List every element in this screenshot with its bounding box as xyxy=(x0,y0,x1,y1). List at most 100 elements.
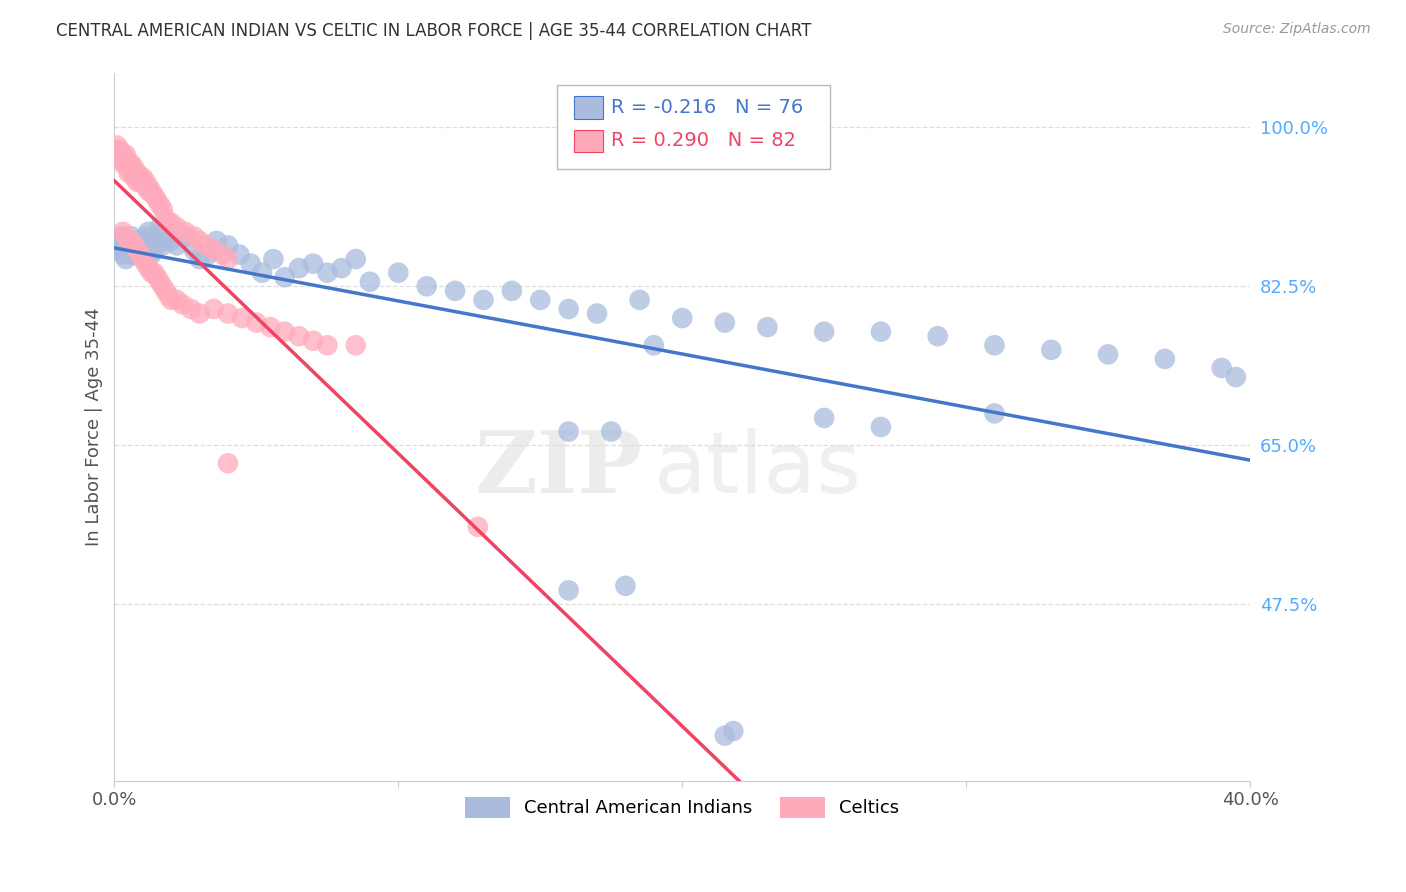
Celtics xyxy=(132,175,155,189)
Central American Indians xyxy=(983,406,1005,420)
Central American Indians xyxy=(444,284,467,298)
Central American Indians xyxy=(155,234,177,248)
Celtics xyxy=(117,234,139,248)
Central American Indians xyxy=(927,329,949,343)
Central American Indians xyxy=(124,238,146,252)
Central American Indians xyxy=(250,266,273,280)
Celtics xyxy=(166,293,188,307)
Celtics xyxy=(344,338,367,352)
Central American Indians xyxy=(120,234,142,248)
Central American Indians xyxy=(387,266,409,280)
Celtics xyxy=(111,147,134,161)
Celtics xyxy=(143,188,166,202)
Central American Indians xyxy=(983,338,1005,352)
Central American Indians xyxy=(183,243,205,257)
Celtics xyxy=(132,252,155,266)
Celtics xyxy=(141,184,163,198)
Celtics xyxy=(157,288,180,302)
Celtics xyxy=(174,225,197,239)
Central American Indians xyxy=(415,279,437,293)
Central American Indians xyxy=(166,238,188,252)
Celtics xyxy=(202,301,225,316)
Central American Indians xyxy=(117,247,139,261)
Central American Indians xyxy=(117,243,139,257)
Celtics xyxy=(127,170,149,185)
Celtics xyxy=(114,152,136,166)
Celtics xyxy=(194,238,217,252)
Celtics xyxy=(166,220,188,235)
Central American Indians xyxy=(1225,370,1247,384)
Central American Indians xyxy=(302,257,325,271)
Celtics xyxy=(180,301,202,316)
Central American Indians xyxy=(1153,351,1175,366)
Central American Indians xyxy=(274,270,297,285)
Celtics xyxy=(211,247,233,261)
Celtics xyxy=(117,166,139,180)
Celtics xyxy=(105,138,128,153)
Central American Indians xyxy=(127,243,149,257)
Celtics xyxy=(111,225,134,239)
Celtics xyxy=(152,202,174,216)
Central American Indians xyxy=(138,225,160,239)
Text: Source: ZipAtlas.com: Source: ZipAtlas.com xyxy=(1223,22,1371,37)
Celtics xyxy=(124,166,146,180)
Central American Indians xyxy=(813,325,835,339)
Central American Indians xyxy=(146,229,169,244)
Central American Indians xyxy=(756,320,779,334)
Legend: Central American Indians, Celtics: Central American Indians, Celtics xyxy=(458,789,907,825)
Text: R = 0.290   N = 82: R = 0.290 N = 82 xyxy=(610,131,796,151)
Celtics xyxy=(160,216,183,230)
Central American Indians xyxy=(132,247,155,261)
Celtics xyxy=(132,170,155,185)
Central American Indians xyxy=(108,229,131,244)
Central American Indians xyxy=(628,293,651,307)
FancyBboxPatch shape xyxy=(557,85,830,169)
Central American Indians xyxy=(557,583,579,598)
Celtics xyxy=(135,179,157,194)
Central American Indians xyxy=(111,247,134,261)
Central American Indians xyxy=(1211,361,1233,376)
Central American Indians xyxy=(359,275,381,289)
Central American Indians xyxy=(870,420,893,434)
Celtics xyxy=(152,279,174,293)
Celtics xyxy=(316,338,339,352)
Celtics xyxy=(155,211,177,226)
Central American Indians xyxy=(239,257,262,271)
Celtics xyxy=(138,179,160,194)
Celtics xyxy=(231,311,253,326)
Central American Indians xyxy=(120,229,142,244)
Central American Indians xyxy=(205,234,228,248)
Celtics xyxy=(105,147,128,161)
Celtics xyxy=(288,329,311,343)
Celtics xyxy=(146,193,169,207)
Central American Indians xyxy=(1040,343,1063,357)
Central American Indians xyxy=(149,220,172,235)
Celtics xyxy=(146,270,169,285)
Celtics xyxy=(117,161,139,176)
Central American Indians xyxy=(714,316,737,330)
Celtics xyxy=(188,234,211,248)
Bar xyxy=(574,96,603,119)
Celtics xyxy=(124,238,146,252)
Celtics xyxy=(160,293,183,307)
Central American Indians xyxy=(586,306,609,320)
Celtics xyxy=(117,157,139,171)
Celtics xyxy=(111,152,134,166)
Bar xyxy=(574,129,603,153)
Celtics xyxy=(149,275,172,289)
Central American Indians xyxy=(714,729,737,743)
Celtics xyxy=(120,234,142,248)
Central American Indians xyxy=(228,247,250,261)
Celtics xyxy=(129,247,152,261)
Central American Indians xyxy=(152,238,174,252)
Central American Indians xyxy=(127,234,149,248)
Celtics xyxy=(183,229,205,244)
Celtics xyxy=(114,147,136,161)
Central American Indians xyxy=(108,238,131,252)
Celtics xyxy=(108,143,131,157)
Central American Indians xyxy=(643,338,665,352)
Celtics xyxy=(274,325,297,339)
Central American Indians xyxy=(160,234,183,248)
Central American Indians xyxy=(174,229,197,244)
Celtics xyxy=(138,184,160,198)
